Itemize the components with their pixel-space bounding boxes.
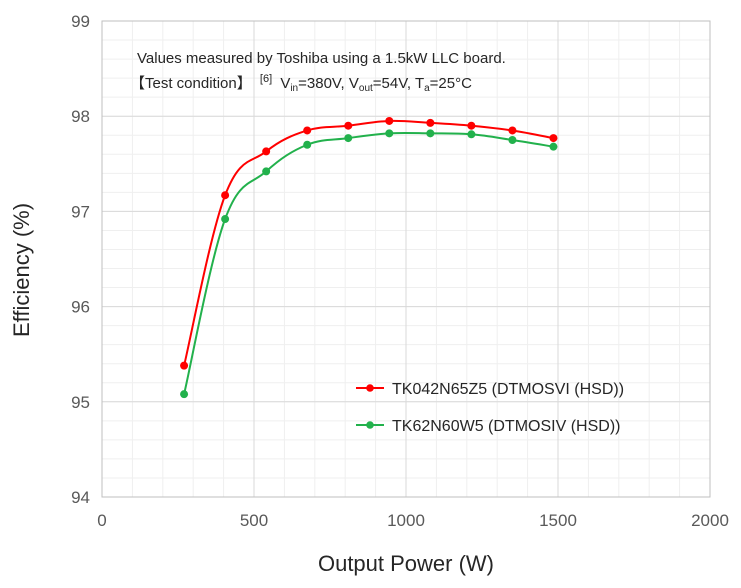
data-point <box>303 140 312 149</box>
y-tick-label: 99 <box>71 12 90 31</box>
data-point <box>467 121 476 130</box>
y-axis-title: Efficiency (%) <box>9 203 34 337</box>
legend: TK042N65Z5 (DTMOSVI (HSD)) TK62N60W5 (DT… <box>356 381 624 435</box>
x-tick-labels: 0 500 1000 1500 2000 <box>97 511 729 530</box>
x-tick-label: 2000 <box>691 511 729 530</box>
reference-number: [6] <box>260 73 272 85</box>
series-2 <box>180 129 558 399</box>
data-point <box>180 390 189 399</box>
data-point <box>262 147 271 156</box>
data-point <box>344 121 353 130</box>
data-point <box>303 126 312 135</box>
legend-swatch-marker-series-2 <box>366 421 374 429</box>
vout-subscript: out <box>359 83 373 94</box>
data-point <box>426 118 435 127</box>
y-tick-label: 96 <box>71 298 90 317</box>
data-point <box>385 129 394 138</box>
data-point <box>221 215 230 224</box>
ta-value: =25°C <box>430 75 472 92</box>
data-point <box>221 191 230 200</box>
annotation-line-2: 【Test condition】 [6] Vin=380V, Vout=54V,… <box>130 69 472 94</box>
vin-value: =380V, <box>298 75 349 92</box>
series-line-1 <box>183 119 554 366</box>
data-point <box>508 126 517 135</box>
series-layer <box>180 116 558 399</box>
data-point <box>549 142 558 151</box>
series-line-2 <box>183 131 554 395</box>
data-point <box>180 361 189 370</box>
y-tick-labels: 94 95 96 97 98 99 <box>71 12 90 507</box>
data-point <box>467 130 476 139</box>
data-point <box>262 167 271 176</box>
data-point <box>508 136 517 144</box>
x-tick-label: 0 <box>97 511 106 530</box>
series-1 <box>180 116 558 370</box>
plot-area-frame <box>101 20 711 498</box>
vout-label: V <box>349 75 359 92</box>
data-point <box>549 134 558 143</box>
annotation-line-1: Values measured by Toshiba using a 1.5kW… <box>137 50 506 67</box>
x-tick-label: 1500 <box>539 511 577 530</box>
y-tick-label: 95 <box>71 393 90 412</box>
legend-label-series-1: TK042N65Z5 (DTMOSVI (HSD)) <box>392 381 624 398</box>
x-tick-label: 500 <box>240 511 268 530</box>
y-tick-label: 97 <box>71 202 90 221</box>
data-point <box>344 134 353 143</box>
x-axis-title: Output Power (W) <box>318 551 494 576</box>
y-tick-label: 94 <box>71 488 90 507</box>
data-point <box>385 116 394 125</box>
test-condition-label: 【Test condition】 <box>130 75 252 92</box>
data-point <box>426 129 435 138</box>
vin-label: V <box>280 75 290 92</box>
x-tick-label: 1000 <box>387 511 425 530</box>
legend-swatch-marker-series-1 <box>366 384 374 392</box>
legend-label-series-2: TK62N60W5 (DTMOSIV (HSD)) <box>392 418 620 435</box>
ta-label: T <box>415 75 424 92</box>
ta-subscript: a <box>424 83 430 94</box>
y-tick-label: 98 <box>71 107 90 126</box>
vin-subscript: in <box>290 83 298 94</box>
vout-value: =54V, <box>373 75 415 92</box>
